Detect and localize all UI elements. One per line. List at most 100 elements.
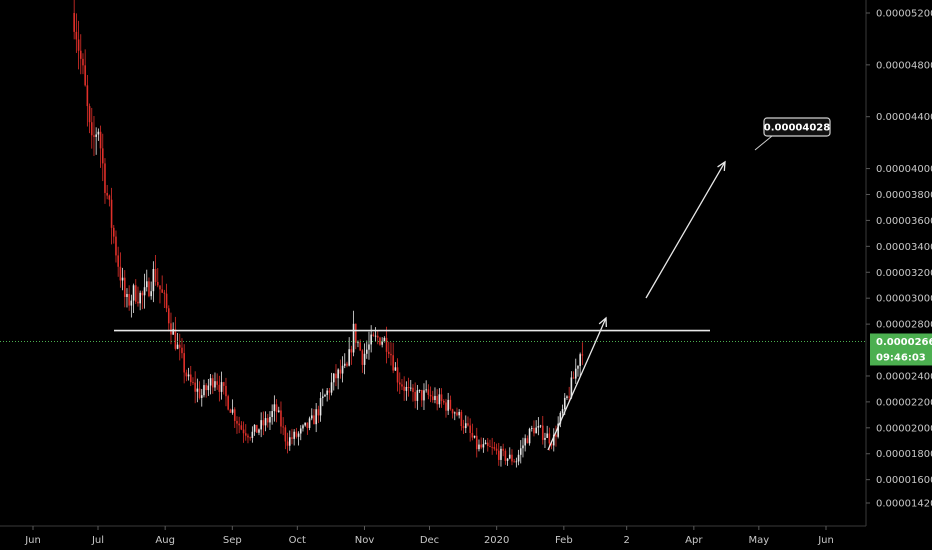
candle-body (282, 426, 284, 428)
candle-body (137, 301, 139, 304)
candle-body (434, 395, 436, 400)
candle-body (464, 423, 467, 429)
candle-body (326, 390, 328, 395)
y-tick-label: 0.00002200 (876, 397, 932, 408)
candle-body (482, 444, 485, 448)
candle-body (273, 404, 276, 412)
candle-body (161, 289, 163, 293)
candle-body (73, 13, 75, 32)
candle-body (449, 399, 452, 410)
candle-body (458, 411, 460, 416)
candle-body (119, 266, 122, 281)
candle-body (478, 444, 480, 450)
y-tick-label: 0.00002400 (876, 371, 932, 382)
candle-body (288, 437, 291, 446)
candle-body (187, 374, 190, 377)
candle-body (242, 429, 245, 434)
x-tick-label: Sep (223, 535, 242, 546)
candle-body (445, 402, 447, 411)
trend-arrow-small[interactable] (547, 316, 607, 451)
candle-body (299, 428, 302, 434)
candle-body (159, 285, 161, 290)
candle-body (143, 287, 146, 296)
candle-body (368, 344, 370, 350)
x-tick-label: Dec (420, 535, 439, 546)
candle-body (570, 377, 573, 398)
candle-body (379, 337, 381, 345)
x-axis-ticks: Jun Jul Aug Sep Oct Nov Dec 2020 Feb 2 Apr May Jun (24, 526, 834, 546)
candle-body (506, 458, 509, 461)
candle-body (429, 394, 432, 397)
y-tick-label: 0.00001600 (876, 475, 932, 486)
drawings-layer: 0.00004028 (0, 117, 866, 451)
y-tick-label: 0.00005200 (876, 9, 932, 20)
candle-body (79, 50, 82, 59)
candle-body (572, 377, 575, 379)
candle-body (330, 382, 333, 393)
candle-body (128, 294, 130, 306)
candle-body (535, 427, 537, 434)
candle-body (286, 441, 289, 446)
candle-body (154, 269, 157, 282)
candle-body (390, 353, 392, 356)
y-tick-label: 0.00001800 (876, 449, 932, 460)
candle-body (220, 382, 223, 392)
candle-body (253, 424, 256, 432)
candle-body (229, 409, 232, 413)
candle-body (244, 433, 247, 436)
candle-body (84, 65, 86, 86)
candle-body (172, 329, 174, 335)
candle-body (302, 425, 304, 429)
candle-body (198, 388, 201, 398)
candle-body (550, 443, 553, 446)
candle-body (508, 454, 511, 459)
candle-body (315, 409, 317, 425)
candle-body (291, 437, 293, 439)
candle-body (484, 442, 487, 445)
candle-body (304, 422, 306, 426)
candle-body (579, 354, 581, 366)
candle-body (528, 428, 531, 444)
candle-body (381, 341, 383, 345)
candle-body (227, 396, 229, 410)
candle-body (563, 397, 566, 410)
candle-body (183, 353, 185, 373)
candle-body (544, 437, 546, 440)
candle-body (423, 390, 425, 401)
candle-body (200, 395, 203, 398)
candle-body (218, 384, 221, 392)
target-callout[interactable]: 0.00004028 (754, 117, 831, 151)
candle-body (170, 323, 172, 335)
candle-body (194, 382, 196, 392)
candle-body (214, 381, 216, 388)
candle-body (548, 433, 551, 444)
candle-body (427, 389, 430, 395)
candle-body (504, 450, 507, 461)
arrow-shaft (547, 317, 607, 451)
candle-body (475, 435, 478, 450)
candle-body (348, 349, 350, 366)
candle-body (495, 448, 498, 451)
callout-box (763, 117, 831, 137)
candle-body (537, 426, 540, 428)
candle-body (407, 387, 410, 389)
y-tick-label: 0.00003200 (876, 268, 932, 279)
x-tick-label: 2020 (484, 535, 509, 546)
candle-body (251, 431, 254, 438)
candle-body (480, 444, 482, 448)
y-tick-label: 0.00001420 (876, 499, 932, 510)
y-tick-label: 0.00002000 (876, 423, 932, 434)
candle-body (295, 431, 298, 437)
candle-body (451, 409, 454, 414)
candle-body (467, 423, 469, 426)
candle-body (277, 410, 280, 413)
x-tick-label: May (748, 535, 769, 546)
candle-body (222, 382, 225, 386)
projection-arrow[interactable] (645, 160, 726, 299)
candle-body (99, 131, 102, 149)
candle-body (264, 418, 267, 426)
candle-body (117, 255, 119, 267)
candle-body (233, 409, 236, 421)
